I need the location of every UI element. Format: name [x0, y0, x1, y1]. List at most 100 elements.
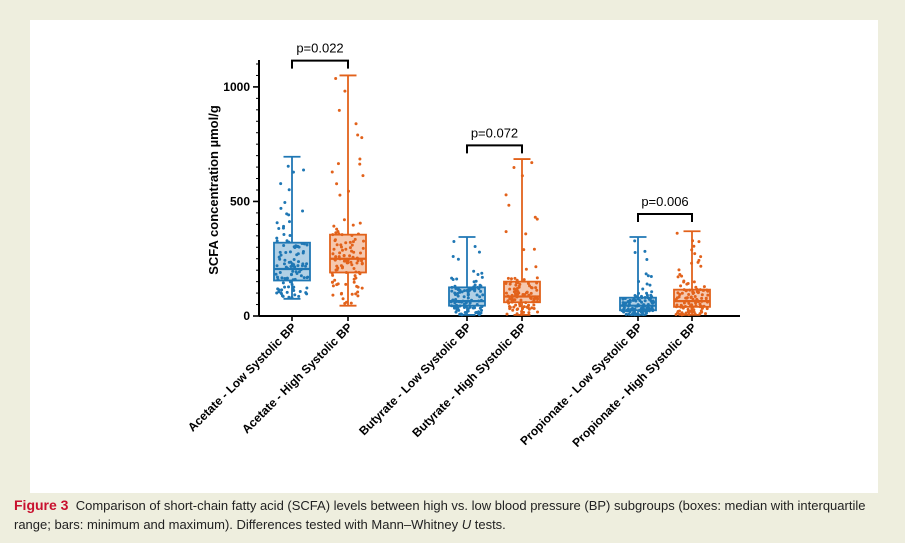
- data-point: [633, 307, 637, 311]
- data-point: [472, 269, 476, 273]
- data-point: [283, 277, 287, 281]
- data-point: [534, 265, 538, 269]
- data-point: [627, 312, 631, 316]
- data-point: [348, 254, 352, 258]
- data-point: [280, 288, 284, 292]
- data-point: [685, 296, 689, 300]
- data-point: [360, 286, 364, 290]
- data-point: [450, 289, 454, 293]
- data-point: [676, 311, 680, 315]
- data-point: [282, 224, 286, 228]
- data-point: [277, 255, 281, 259]
- data-point: [300, 264, 304, 268]
- data-point: [344, 282, 348, 286]
- significance-bracket: [291, 59, 349, 69]
- data-point: [535, 300, 539, 304]
- data-point: [466, 296, 470, 300]
- x-category-label: Butyrate - High Systolic BP: [409, 320, 529, 440]
- data-point: [301, 251, 305, 255]
- data-point: [473, 244, 477, 248]
- data-point: [305, 262, 309, 266]
- data-point: [346, 189, 350, 193]
- data-point: [705, 307, 709, 311]
- figure-caption: Figure 3 Comparison of short-chain fatty…: [14, 496, 886, 534]
- data-point: [677, 309, 681, 313]
- data-point: [515, 278, 519, 282]
- data-point: [339, 243, 343, 247]
- data-point: [291, 170, 295, 174]
- data-point: [634, 299, 638, 303]
- data-point: [279, 253, 283, 257]
- data-point: [344, 241, 348, 245]
- data-point: [344, 247, 348, 251]
- data-point: [674, 305, 678, 309]
- data-point: [471, 306, 475, 310]
- data-point: [330, 280, 334, 284]
- caption-text-end: tests.: [471, 517, 506, 532]
- data-point: [464, 305, 468, 309]
- data-point: [526, 305, 530, 309]
- data-point: [510, 297, 514, 301]
- data-point: [637, 279, 641, 283]
- data-point: [535, 281, 539, 285]
- data-point: [337, 108, 341, 112]
- data-point: [512, 305, 516, 309]
- significance-bracket: [637, 213, 693, 223]
- data-point: [331, 252, 335, 256]
- data-point: [352, 250, 356, 254]
- data-point: [631, 298, 635, 302]
- data-point: [290, 282, 294, 286]
- data-point: [335, 243, 339, 247]
- data-point: [536, 310, 540, 314]
- data-point: [336, 282, 340, 286]
- data-point: [504, 291, 508, 295]
- data-point: [293, 277, 297, 281]
- data-point: [339, 264, 343, 268]
- data-point: [650, 290, 654, 294]
- data-point: [283, 285, 287, 289]
- data-point: [507, 301, 511, 305]
- data-point: [519, 298, 523, 302]
- data-point: [518, 282, 522, 286]
- data-point: [536, 297, 540, 301]
- data-point: [282, 243, 286, 247]
- data-point: [480, 275, 484, 279]
- data-point: [633, 310, 637, 314]
- data-point: [693, 295, 697, 299]
- data-point: [480, 308, 484, 312]
- data-point: [472, 288, 476, 292]
- data-point: [527, 311, 531, 315]
- data-point: [702, 288, 706, 292]
- data-point: [676, 291, 680, 295]
- data-point: [343, 301, 347, 305]
- data-point: [695, 288, 699, 292]
- data-point: [462, 302, 466, 306]
- data-point: [286, 164, 290, 168]
- data-point: [641, 287, 645, 291]
- data-point: [514, 283, 518, 287]
- data-point: [275, 221, 279, 225]
- data-point: [520, 174, 524, 178]
- data-point: [454, 286, 458, 290]
- data-point: [350, 243, 354, 247]
- data-point: [293, 293, 297, 297]
- data-point: [688, 288, 692, 292]
- data-point: [450, 276, 454, 280]
- data-point: [524, 301, 528, 305]
- data-point: [466, 288, 470, 292]
- data-point: [511, 308, 515, 312]
- data-point: [474, 311, 478, 315]
- data-point: [355, 261, 359, 265]
- data-point: [279, 182, 283, 186]
- data-point: [516, 307, 520, 311]
- data-point: [535, 217, 539, 221]
- data-point: [697, 258, 701, 262]
- data-point: [300, 242, 304, 246]
- data-point: [702, 304, 706, 308]
- data-point: [651, 309, 655, 313]
- data-point: [522, 305, 526, 309]
- x-category-label: Acetate - Low Systolic BP: [185, 320, 299, 434]
- data-point: [633, 239, 637, 243]
- data-point: [532, 297, 536, 301]
- data-point: [508, 287, 512, 291]
